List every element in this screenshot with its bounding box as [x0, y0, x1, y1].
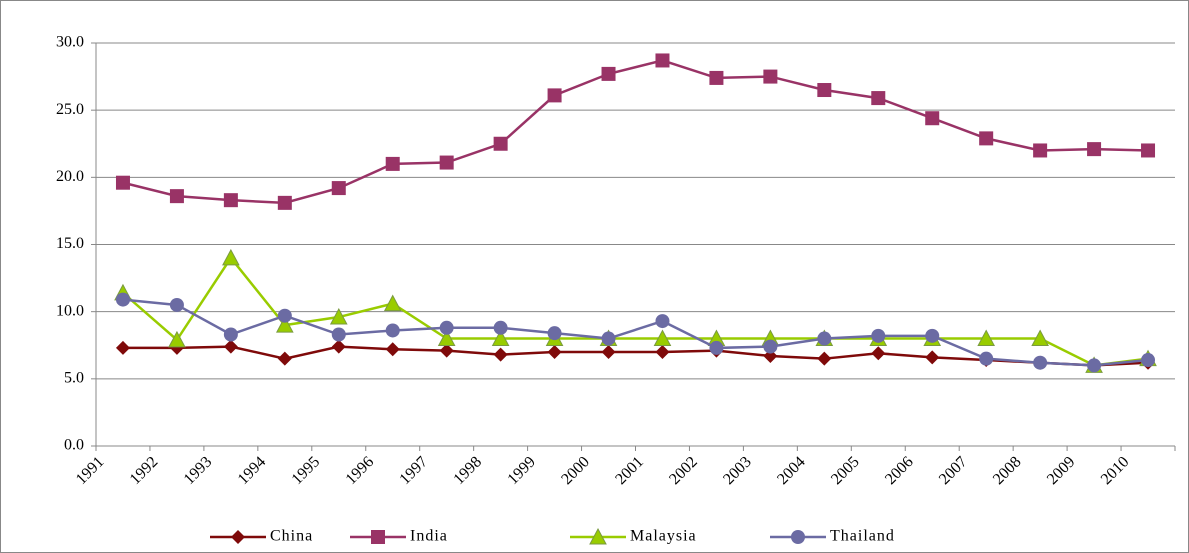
marker [275, 316, 294, 333]
marker [979, 351, 994, 366]
marker [817, 351, 832, 366]
marker [601, 344, 616, 359]
marker [277, 351, 292, 366]
marker [491, 329, 510, 347]
marker [547, 88, 562, 103]
marker [222, 248, 240, 266]
legend-label: China [270, 528, 313, 545]
marker [601, 66, 616, 81]
marker [331, 339, 346, 354]
marker [169, 297, 184, 312]
marker [1141, 143, 1156, 158]
marker [871, 91, 886, 106]
marker [331, 181, 346, 196]
marker [329, 307, 348, 325]
series-line [122, 255, 1149, 367]
marker [1087, 358, 1102, 373]
marker [385, 156, 400, 171]
marker [977, 329, 996, 347]
marker [169, 189, 184, 204]
marker [547, 326, 562, 341]
marker [277, 195, 292, 210]
series-line [122, 345, 1149, 367]
y-tick-label: 5.0 [64, 370, 84, 387]
marker [655, 344, 670, 359]
marker [817, 331, 832, 346]
legend-marker [791, 530, 805, 544]
marker [223, 327, 238, 342]
marker [871, 346, 886, 361]
marker [655, 53, 670, 68]
marker [115, 340, 130, 355]
y-tick-label: 30.0 [56, 34, 84, 51]
marker [709, 70, 724, 85]
marker [115, 292, 130, 307]
y-tick-label: 15.0 [56, 235, 84, 252]
marker [223, 339, 238, 354]
marker [385, 323, 400, 338]
marker [493, 347, 508, 362]
marker [925, 111, 940, 126]
marker [437, 329, 456, 347]
marker [1033, 355, 1048, 370]
marker [115, 175, 130, 190]
marker [439, 343, 454, 358]
series-line [122, 298, 1149, 367]
marker [763, 339, 778, 354]
marker [653, 329, 672, 347]
marker [979, 131, 994, 146]
marker [277, 308, 292, 323]
marker [1033, 143, 1048, 158]
marker [547, 344, 562, 359]
y-tick-label: 20.0 [56, 168, 84, 185]
marker [655, 314, 670, 329]
y-tick-label: 10.0 [56, 302, 84, 319]
series-line [122, 59, 1149, 205]
legend-label: Malaysia [630, 528, 697, 545]
marker [763, 69, 778, 84]
marker [168, 330, 186, 348]
legend-label: India [410, 528, 448, 545]
marker [493, 320, 508, 335]
marker [871, 328, 886, 343]
legend-marker [371, 530, 385, 544]
marker [925, 328, 940, 343]
y-tick-label: 0.0 [64, 437, 84, 454]
marker [223, 193, 238, 208]
marker [439, 155, 454, 170]
marker [331, 327, 346, 342]
legend-marker [231, 530, 245, 544]
marker [385, 342, 400, 357]
marker [925, 350, 940, 365]
marker [709, 340, 724, 355]
marker [601, 331, 616, 346]
marker [817, 83, 832, 98]
marker [1141, 353, 1156, 368]
marker [439, 320, 454, 335]
marker [1087, 142, 1102, 157]
legend-label: Thailand [830, 528, 895, 545]
marker [493, 136, 508, 151]
y-tick-label: 25.0 [56, 101, 84, 118]
marker [1031, 329, 1049, 347]
marker [383, 294, 402, 312]
legend-marker [589, 527, 607, 545]
